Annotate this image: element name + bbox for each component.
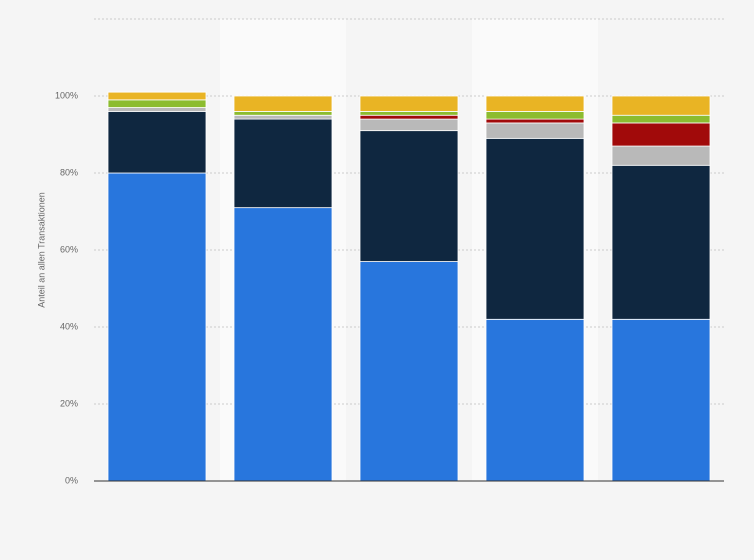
bar-segment [107,99,207,108]
y-axis-label: Anteil an allen Transaktionen [36,192,46,308]
y-tick-label: 20% [60,398,78,408]
y-tick-label: 100% [55,90,78,100]
bar-segment [107,111,207,174]
bar-segment [611,114,711,124]
bar-segment [359,111,459,116]
y-tick-label: 0% [65,475,78,485]
bar-segment [359,95,459,112]
bar-segment [611,318,711,482]
bar-segment [359,261,459,482]
bar-segment [233,118,333,209]
y-tick-label: 40% [60,321,78,331]
bar-segment [485,95,585,112]
bar-segment [233,95,333,112]
y-tick-label: 60% [60,244,78,254]
bar-segment [611,164,711,320]
bar-segment [485,122,585,139]
bar-segment [611,145,711,166]
bar-segment [233,207,333,482]
bar-segment [485,137,585,320]
bar-segment [233,114,333,120]
bar-segment [107,172,207,482]
bar-segment [611,95,711,116]
bar-segment [233,111,333,116]
bar-segment [611,122,711,147]
bar-segment [485,118,585,124]
y-tick-label: 80% [60,167,78,177]
bar-segment [485,111,585,120]
bar-segment [107,107,207,112]
bar-segment [107,91,207,101]
bar-segment [359,130,459,262]
bar-segment [359,114,459,120]
bar-segment [359,118,459,132]
bar-segment [485,318,585,482]
